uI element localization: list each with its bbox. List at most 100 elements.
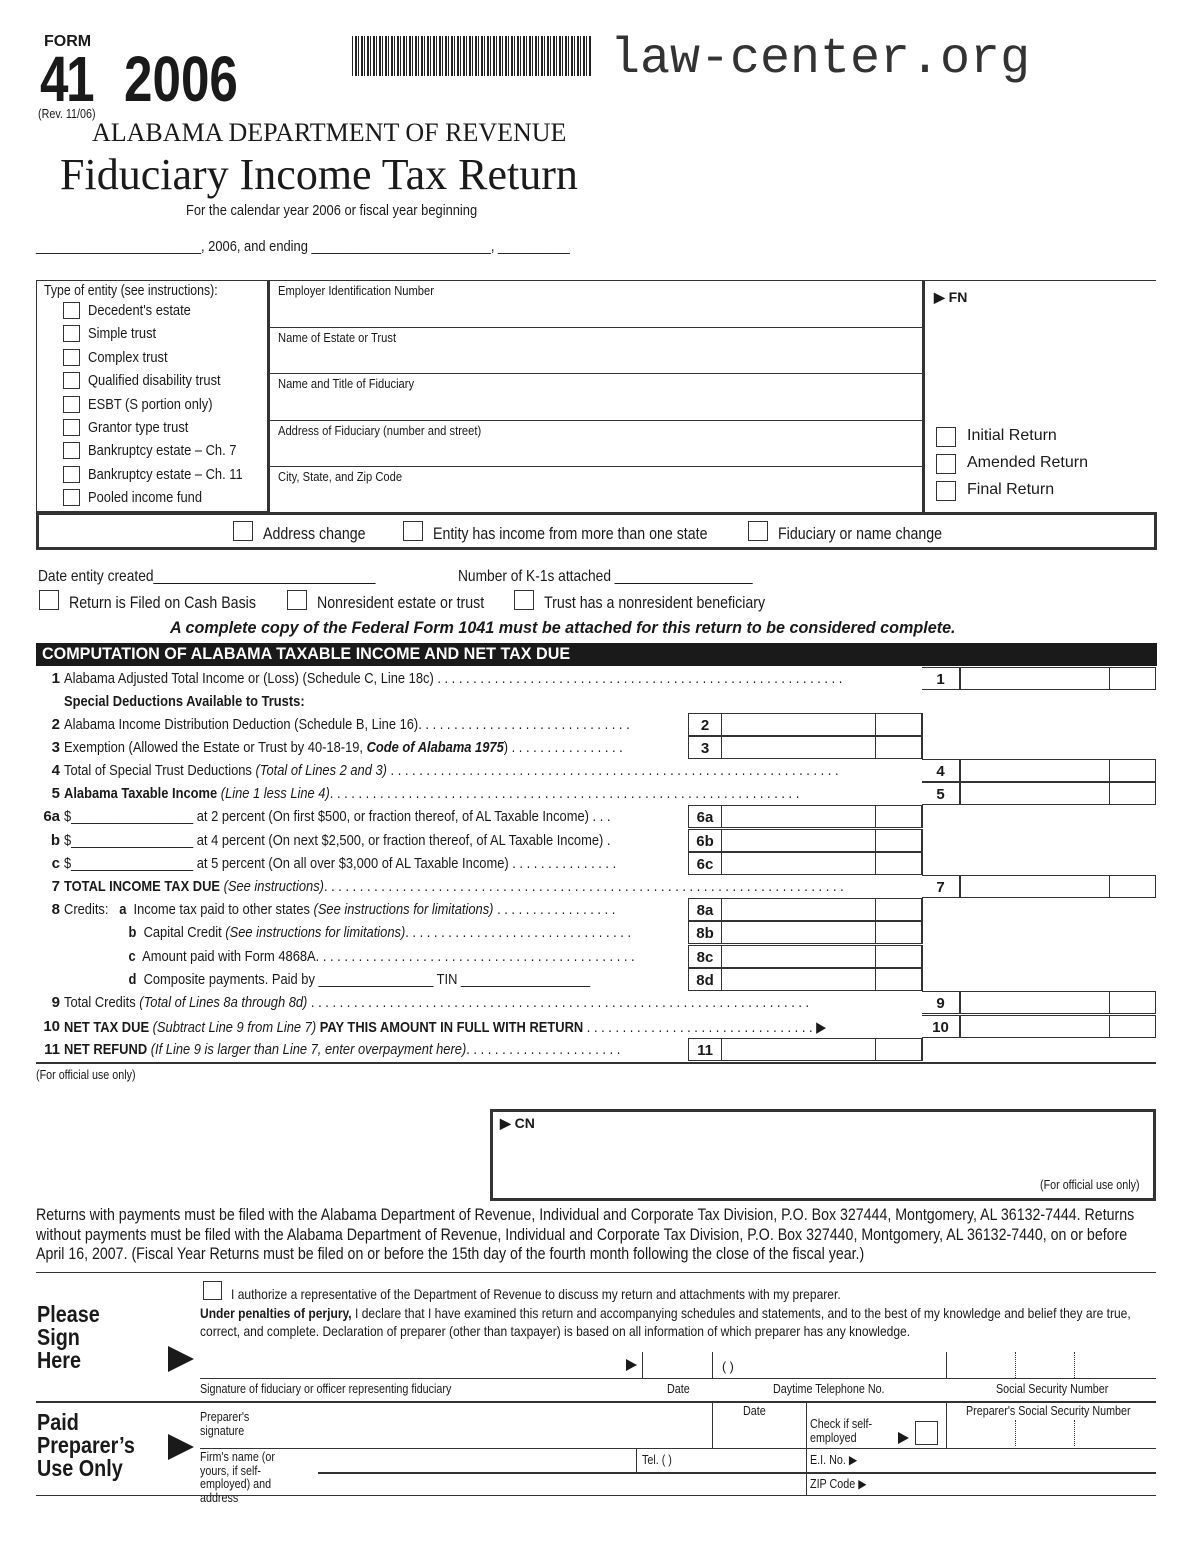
- line-cents-input[interactable]: [876, 1038, 922, 1061]
- k1-count[interactable]: Number of K-1s attached ________________…: [458, 568, 753, 585]
- ssn-label: Social Security Number: [996, 1382, 1109, 1396]
- entity-type-checkbox[interactable]: [63, 302, 80, 319]
- entity-type-checkbox[interactable]: [63, 395, 80, 413]
- self-employed-checkbox[interactable]: [915, 1421, 938, 1445]
- entity-type-label: Bankruptcy estate – Ch. 11: [88, 465, 243, 483]
- authorize-checkbox[interactable]: [203, 1281, 222, 1300]
- line-cents-input[interactable]: [876, 805, 922, 828]
- period-line1: For the calendar year 2006 or fiscal yea…: [186, 202, 478, 219]
- option-checkbox[interactable]: [514, 590, 534, 610]
- line-amount-input[interactable]: [722, 852, 876, 875]
- penalty-body: I declare that I have examined this retu…: [200, 1305, 1131, 1339]
- line-text-part: Total of Special Trust Deductions: [64, 762, 256, 779]
- line-amount-input[interactable]: [960, 875, 1110, 898]
- line-cents-input[interactable]: [876, 898, 922, 921]
- line-amount-input[interactable]: [722, 898, 876, 921]
- line-text-part: . . . . . . . . . . . . . . . . .: [493, 901, 616, 918]
- preparer-sig-label[interactable]: Preparer's signature: [200, 1410, 250, 1438]
- change-checkbox[interactable]: [748, 521, 768, 541]
- line-box-label: 11: [688, 1038, 722, 1061]
- line-cents-input[interactable]: [1110, 667, 1156, 690]
- line-cents-input[interactable]: [876, 736, 922, 759]
- return-type-label: Initial Return: [967, 427, 1057, 444]
- entity-type-checkbox[interactable]: [63, 419, 80, 436]
- firm-label[interactable]: Firm's name (or yours, if self-employed)…: [200, 1450, 275, 1505]
- entity-type-checkbox[interactable]: [63, 372, 80, 390]
- line-cents-input[interactable]: [876, 968, 922, 991]
- ein-label[interactable]: E.I. No. ▶: [810, 1453, 858, 1467]
- line-amount-input[interactable]: [722, 829, 876, 852]
- line-number: 3: [51, 739, 60, 756]
- line-box-label: 9: [922, 991, 960, 1014]
- line-amount-input[interactable]: [722, 968, 876, 991]
- line-cents-input[interactable]: [876, 945, 922, 968]
- entity-type-checkbox[interactable]: [63, 325, 80, 343]
- entity-type-checkbox[interactable]: [63, 465, 80, 483]
- line-amount-input[interactable]: [960, 667, 1110, 690]
- line-cents-input[interactable]: [1110, 782, 1156, 805]
- line-text-part: Alabama Adjusted Total Income or (Loss) …: [64, 670, 843, 687]
- zip-label[interactable]: ZIP Code ▶: [810, 1477, 867, 1491]
- department: ALABAMA DEPARTMENT OF REVENUE: [92, 118, 567, 147]
- line-cents-input[interactable]: [1110, 1015, 1156, 1038]
- line-number: 10: [43, 1018, 60, 1035]
- line-amount-input[interactable]: [722, 805, 876, 828]
- option-checkbox[interactable]: [287, 590, 307, 610]
- return-type-checkbox[interactable]: [936, 481, 956, 501]
- sig-date-label: Date: [667, 1382, 690, 1396]
- return-type-checkbox[interactable]: [936, 454, 956, 474]
- line-number: 8: [51, 901, 60, 918]
- line-amount-input[interactable]: [960, 759, 1110, 782]
- line-text-part: NET REFUND: [64, 1041, 151, 1058]
- line-amount-input[interactable]: [960, 1015, 1110, 1038]
- line-amount-input[interactable]: [960, 991, 1110, 1014]
- line-cents-input[interactable]: [876, 921, 922, 944]
- cn-official-use: (For official use only): [1040, 1178, 1140, 1192]
- cn-text: CN: [514, 1115, 535, 1131]
- line-11: 11 NET REFUND (If Line 9 is larger than L…: [36, 1038, 1156, 1061]
- watermark: law-center.org: [610, 31, 1031, 88]
- line-number: 2: [51, 716, 60, 733]
- line-amount-input[interactable]: [960, 782, 1110, 805]
- option-checkbox[interactable]: [39, 590, 59, 610]
- line-amount-input[interactable]: [722, 945, 876, 968]
- line-cents-input[interactable]: [876, 852, 922, 875]
- line-amount-input[interactable]: [722, 1038, 876, 1061]
- line-7: 7 TOTAL INCOME TAX DUE (See instructions)…: [36, 875, 1156, 898]
- line-cents-input[interactable]: [1110, 991, 1156, 1014]
- line-number: b: [50, 832, 60, 849]
- date-entity-created[interactable]: Date entity created_____________________…: [38, 568, 376, 585]
- line-box-label: 8c: [688, 945, 722, 968]
- line-box-label: 8d: [688, 968, 722, 991]
- phone-field[interactable]: ( ): [722, 1360, 734, 1374]
- line-cents-input[interactable]: [876, 713, 922, 736]
- return-type-checkbox[interactable]: [936, 427, 956, 447]
- column-divider: [922, 921, 923, 944]
- entity-type-label: Qualified disability trust: [88, 372, 221, 390]
- line-8c: c Amount paid with Form 4868A. . . . . .…: [36, 945, 1156, 968]
- k1-label: Number of K-1s attached: [458, 568, 611, 585]
- penalty-bold: Under penalties of perjury,: [200, 1305, 352, 1321]
- line-amount-input[interactable]: [722, 713, 876, 736]
- line-number: 11: [44, 1041, 60, 1058]
- line-box-label: 5: [922, 782, 960, 805]
- period-line2[interactable]: _______________________, 2006, and endin…: [36, 238, 570, 255]
- line-text: $_________________ at 4 percent (On next…: [64, 832, 610, 849]
- entity-type-checkbox[interactable]: [63, 348, 80, 366]
- line-text: NET REFUND (If Line 9 is larger than Lin…: [64, 1041, 620, 1058]
- line-cents-input[interactable]: [876, 829, 922, 852]
- line-amount-input[interactable]: [722, 736, 876, 759]
- entity-type-checkbox[interactable]: [63, 489, 80, 507]
- line-cents-input[interactable]: [1110, 875, 1156, 898]
- change-checkbox[interactable]: [233, 521, 253, 541]
- entity-type-checkbox[interactable]: [63, 442, 80, 460]
- line-text-part: Special Deductions Available to Trusts:: [64, 693, 305, 710]
- change-checkbox[interactable]: [403, 521, 423, 541]
- line-amount-input[interactable]: [722, 921, 876, 944]
- tel-label[interactable]: Tel. ( ): [642, 1453, 672, 1467]
- signature-field[interactable]: [200, 1352, 620, 1378]
- line-6b: b $_________________ at 4 percent (On nex…: [36, 829, 1156, 852]
- field-label: Address of Fiduciary (number and street): [278, 422, 482, 438]
- return-type-label: Final Return: [967, 481, 1055, 498]
- line-cents-input[interactable]: [1110, 759, 1156, 782]
